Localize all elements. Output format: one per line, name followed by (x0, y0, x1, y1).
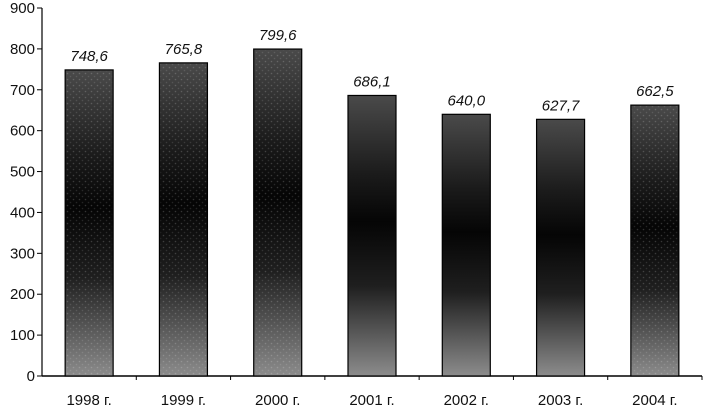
x-axis: 1998 г. 1999 г. 2000 г. 2001 г. 2002 г. 2003 … (42, 375, 703, 409)
bar-texture (631, 106, 678, 375)
y-axis: 0 100 200 300 400 500 600 700 800 900 (10, 0, 43, 385)
y-tick-label: 900 (10, 0, 35, 17)
bar-texture (160, 63, 207, 375)
x-tick-label: 2001 г. (349, 392, 394, 409)
bar (441, 113, 491, 377)
y-tick-label: 400 (10, 204, 35, 221)
data-label: 765,8 (165, 41, 203, 58)
bar (535, 118, 586, 377)
bar-texture (66, 70, 113, 376)
y-tick-label: 600 (10, 123, 35, 140)
y-tick-label: 800 (10, 41, 35, 58)
bar-texture (254, 50, 301, 376)
data-label: 627,7 (542, 97, 580, 114)
data-label: 640,0 (448, 92, 486, 109)
y-tick-label: 300 (10, 245, 35, 262)
data-labels: 748,6 765,8 799,6 686,1 640,0 627,7 662,5 (70, 27, 674, 114)
data-label: 799,6 (259, 27, 297, 44)
x-tick-label: 2004 г. (632, 392, 677, 409)
bar (347, 94, 397, 377)
x-tick-label: 2000 г. (255, 392, 300, 409)
data-label: 686,1 (353, 73, 391, 90)
y-tick-label: 0 (27, 368, 35, 385)
y-tick-label: 200 (10, 286, 35, 303)
y-tick-label: 100 (10, 327, 35, 344)
y-tick-label: 700 (10, 82, 35, 99)
y-tick-label: 500 (10, 164, 35, 181)
data-label: 662,5 (636, 83, 674, 100)
x-tick-label: 1998 г. (66, 392, 111, 409)
x-tick-label: 2002 г. (444, 392, 489, 409)
x-tick-label: 1999 г. (161, 392, 206, 409)
data-label: 748,6 (70, 48, 108, 65)
bars (64, 48, 680, 377)
x-tick-label: 2003 г. (538, 392, 583, 409)
